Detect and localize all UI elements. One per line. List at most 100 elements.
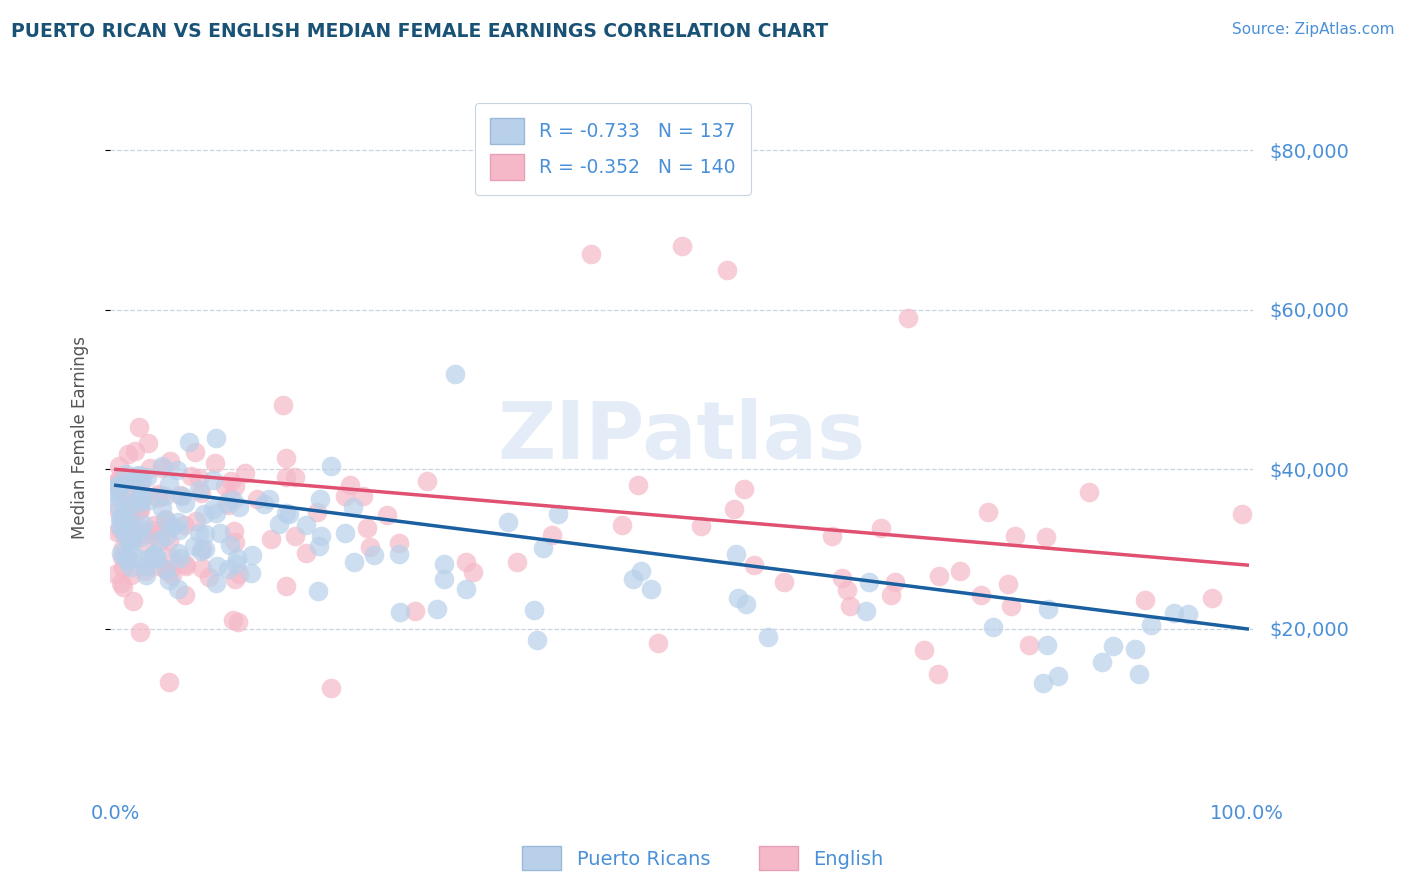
Point xyxy=(129,491,152,505)
Point xyxy=(105,524,128,539)
Point xyxy=(191,561,214,575)
Point xyxy=(150,458,173,473)
Point xyxy=(333,490,356,504)
Point xyxy=(155,563,177,577)
Point xyxy=(159,520,181,534)
Point xyxy=(1004,529,1026,543)
Point xyxy=(148,487,170,501)
Point xyxy=(225,557,247,571)
Point xyxy=(148,558,170,573)
Point xyxy=(1000,599,1022,614)
Point xyxy=(111,549,134,564)
Point xyxy=(183,539,205,553)
Point xyxy=(1035,530,1057,544)
Point xyxy=(426,601,449,615)
Point xyxy=(363,548,385,562)
Point xyxy=(112,561,135,575)
Point xyxy=(188,483,211,497)
Point xyxy=(579,247,602,261)
Point xyxy=(105,475,128,490)
Point xyxy=(166,462,188,476)
Point xyxy=(143,551,166,566)
Point xyxy=(228,500,250,515)
Point xyxy=(1201,591,1223,605)
Point xyxy=(215,496,238,510)
Point xyxy=(295,517,318,532)
Point xyxy=(356,521,378,535)
Point xyxy=(727,591,749,606)
Point xyxy=(138,493,160,508)
Point xyxy=(226,615,249,630)
Point xyxy=(307,584,329,599)
Point xyxy=(1091,656,1114,670)
Point xyxy=(131,471,153,485)
Point xyxy=(115,467,138,482)
Point xyxy=(127,551,149,566)
Point xyxy=(201,502,224,516)
Point xyxy=(105,566,128,581)
Point xyxy=(1177,607,1199,621)
Point xyxy=(246,492,269,507)
Point xyxy=(155,562,177,576)
Point xyxy=(129,491,152,505)
Point xyxy=(136,552,159,566)
Point xyxy=(150,501,173,516)
Point xyxy=(1232,507,1254,521)
Point xyxy=(128,502,150,516)
Point xyxy=(108,459,131,474)
Point xyxy=(128,468,150,483)
Point xyxy=(128,503,150,517)
Point xyxy=(640,582,662,596)
Point xyxy=(821,529,844,543)
Point xyxy=(127,491,149,505)
Point xyxy=(118,516,141,531)
Point xyxy=(129,530,152,544)
Point xyxy=(377,508,399,523)
Point xyxy=(1032,676,1054,690)
Point xyxy=(454,555,477,569)
Point xyxy=(309,529,332,543)
Point xyxy=(855,605,877,619)
Point xyxy=(125,501,148,516)
Legend: Puerto Ricans, English: Puerto Ricans, English xyxy=(515,838,891,878)
Point xyxy=(115,498,138,512)
Point xyxy=(122,524,145,538)
Point xyxy=(981,620,1004,634)
Point xyxy=(339,478,361,492)
Point xyxy=(202,473,225,487)
Point xyxy=(630,564,652,578)
Point xyxy=(526,632,548,647)
Point xyxy=(198,570,221,584)
Point xyxy=(121,505,143,519)
Point xyxy=(159,453,181,467)
Point xyxy=(190,544,212,558)
Point xyxy=(159,573,181,587)
Point xyxy=(404,604,426,618)
Point xyxy=(105,483,128,498)
Point xyxy=(157,534,180,549)
Point xyxy=(107,478,129,492)
Point xyxy=(117,447,139,461)
Point xyxy=(319,458,342,473)
Point xyxy=(120,544,142,558)
Point xyxy=(627,477,650,491)
Point xyxy=(217,562,239,576)
Point xyxy=(1163,606,1185,620)
Point xyxy=(166,515,188,529)
Point xyxy=(724,547,747,561)
Point xyxy=(155,514,177,528)
Point xyxy=(193,542,215,557)
Point xyxy=(132,516,155,531)
Point xyxy=(276,506,298,520)
Point xyxy=(319,681,342,695)
Point xyxy=(111,485,134,500)
Point xyxy=(173,496,195,510)
Point xyxy=(150,460,173,475)
Point xyxy=(531,541,554,556)
Point xyxy=(209,525,232,540)
Point xyxy=(107,472,129,486)
Point xyxy=(733,482,755,496)
Point xyxy=(432,572,454,586)
Point xyxy=(160,519,183,533)
Point xyxy=(111,580,134,594)
